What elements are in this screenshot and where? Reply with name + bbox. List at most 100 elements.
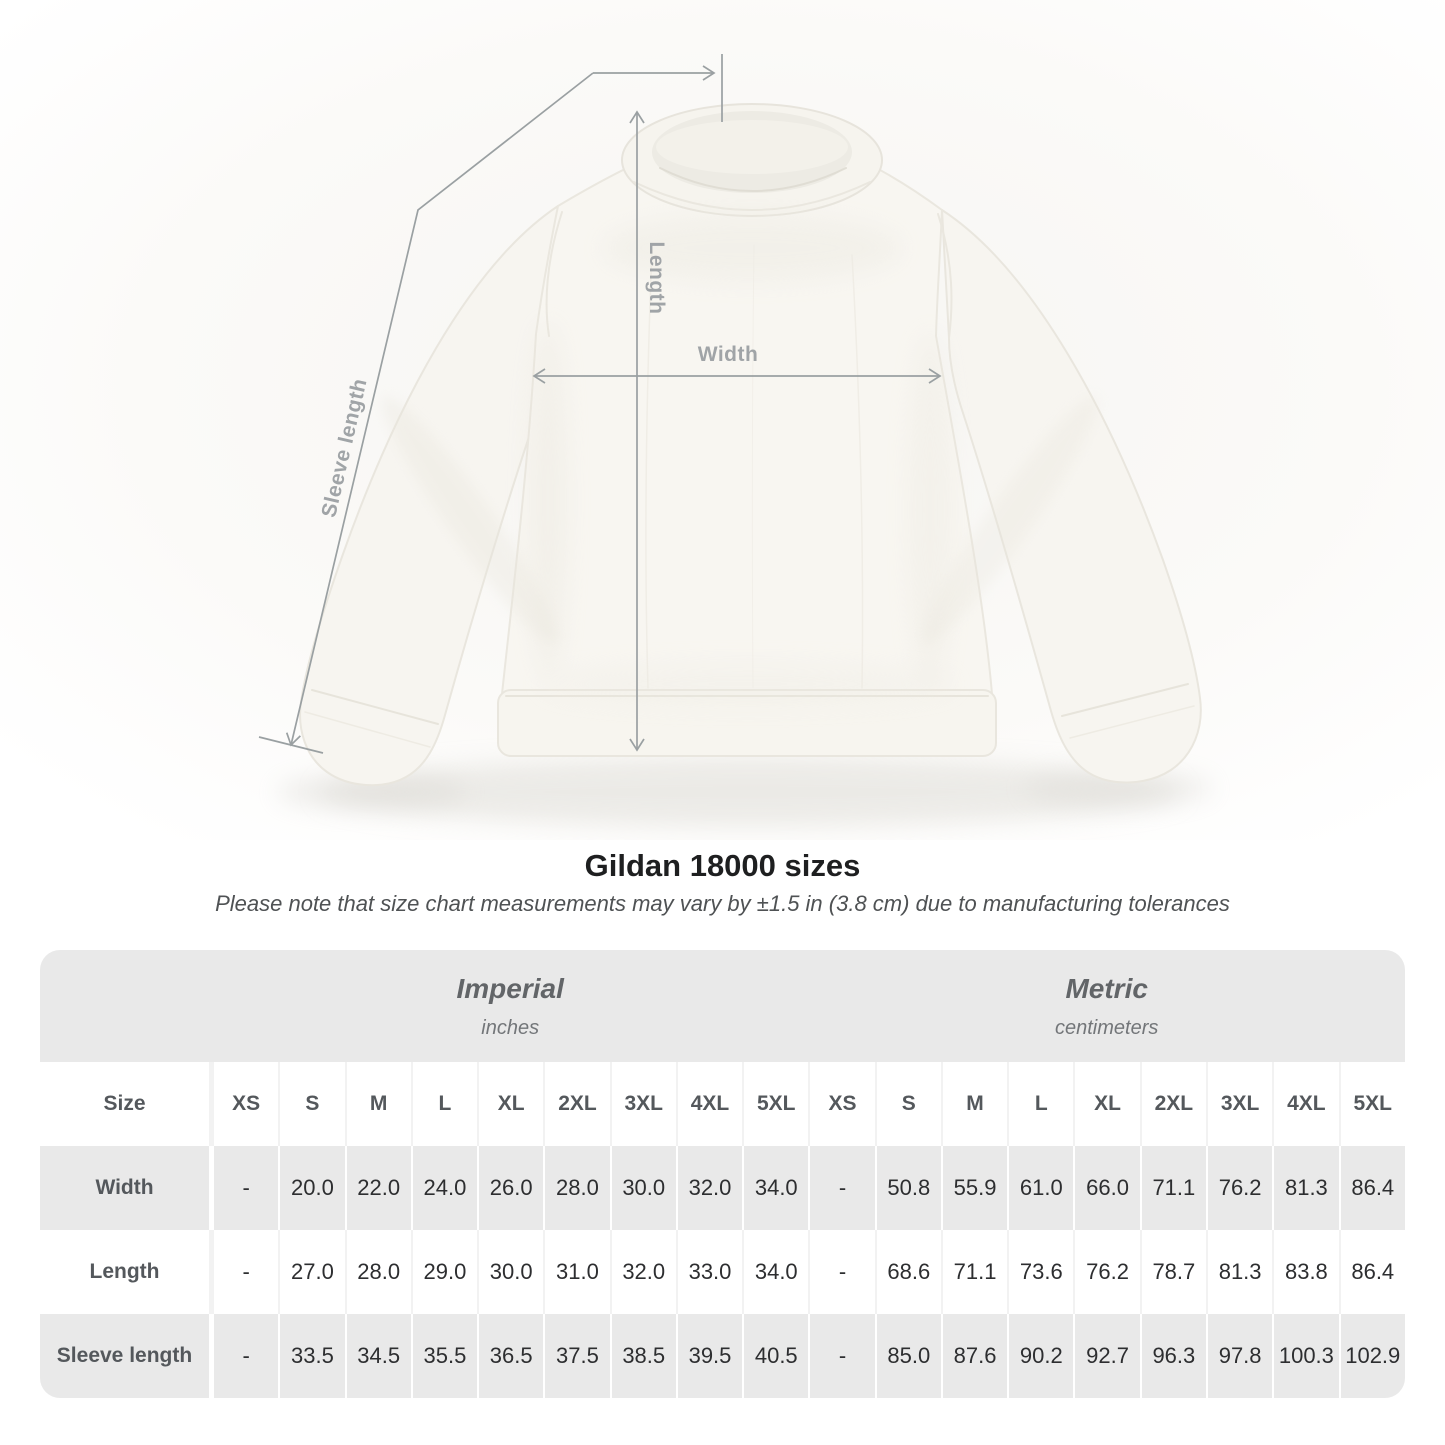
size-column-header: Size bbox=[40, 1062, 212, 1146]
size-header-cell: 3XL bbox=[1205, 1062, 1273, 1146]
size-value-cell: 26.0 bbox=[477, 1146, 544, 1230]
size-value-cell: 20.0 bbox=[278, 1146, 345, 1230]
size-value-cell: 92.7 bbox=[1073, 1314, 1140, 1398]
corner-cell bbox=[40, 950, 212, 1062]
table-row-length: Length - 27.0 28.0 29.0 30.0 31.0 32.0 3… bbox=[40, 1230, 1405, 1314]
metric-unit: centimeters bbox=[1055, 1016, 1159, 1039]
size-value-cell: - bbox=[212, 1230, 279, 1314]
size-value-cell: 97.8 bbox=[1205, 1314, 1273, 1398]
unit-group-row: Imperial inches Metric centimeters bbox=[40, 950, 1405, 1062]
sweatshirt-illustration bbox=[0, 0, 1445, 840]
size-table: Imperial inches Metric centimeters Size … bbox=[40, 950, 1405, 1398]
product-photo: Length Width Sleeve length bbox=[0, 0, 1445, 840]
size-value-cell: 73.6 bbox=[1007, 1230, 1074, 1314]
measurement-lines bbox=[258, 54, 942, 754]
size-value-cell: 33.5 bbox=[278, 1314, 345, 1398]
size-value-cell: 61.0 bbox=[1007, 1146, 1074, 1230]
sleeve-measure-line bbox=[285, 72, 594, 747]
size-header-cell: XL bbox=[1073, 1062, 1140, 1146]
table-row-sleeve-length: Sleeve length - 33.5 34.5 35.5 36.5 37.5… bbox=[40, 1314, 1405, 1398]
sleeve-measure-tick bbox=[258, 736, 324, 754]
size-value-cell: 76.2 bbox=[1205, 1146, 1273, 1230]
size-header-cell: M bbox=[940, 1062, 1008, 1146]
size-value-cell: 27.0 bbox=[278, 1230, 345, 1314]
width-measurement-label: Width bbox=[697, 343, 759, 366]
sweatshirt-garment bbox=[277, 103, 1213, 826]
size-value-cell: 66.0 bbox=[1073, 1146, 1140, 1230]
size-value-cell: 28.0 bbox=[543, 1146, 610, 1230]
size-value-cell: 85.0 bbox=[874, 1314, 941, 1398]
imperial-title: Imperial bbox=[456, 972, 564, 1004]
size-header-cell: 4XL bbox=[675, 1062, 743, 1146]
size-value-cell: 71.1 bbox=[940, 1230, 1008, 1314]
size-chart-title: Gildan 18000 sizes bbox=[584, 848, 861, 883]
size-value-cell: 32.0 bbox=[675, 1146, 743, 1230]
size-header-cell: M bbox=[344, 1062, 411, 1146]
size-header-cell: 5XL bbox=[1338, 1062, 1405, 1146]
size-header-cell: L bbox=[410, 1062, 478, 1146]
size-value-cell: 102.9 bbox=[1338, 1314, 1405, 1398]
size-value-cell: 32.0 bbox=[609, 1230, 676, 1314]
size-value-cell: 87.6 bbox=[940, 1314, 1008, 1398]
size-value-cell: 28.0 bbox=[344, 1230, 411, 1314]
size-value-cell: 34.0 bbox=[742, 1230, 809, 1314]
length-measurement-label: Length bbox=[645, 241, 668, 315]
size-value-cell: 96.3 bbox=[1139, 1314, 1206, 1398]
size-value-cell: 86.4 bbox=[1338, 1230, 1405, 1314]
size-value-cell: 100.3 bbox=[1272, 1314, 1339, 1398]
size-value-cell: 31.0 bbox=[543, 1230, 610, 1314]
imperial-unit: inches bbox=[481, 1016, 540, 1039]
size-value-cell: 78.7 bbox=[1139, 1230, 1206, 1314]
size-header-cell: XS bbox=[212, 1062, 279, 1146]
size-value-cell: - bbox=[212, 1314, 279, 1398]
metric-title: Metric bbox=[1065, 972, 1148, 1004]
size-value-cell: - bbox=[808, 1146, 875, 1230]
size-header-cell: XS bbox=[808, 1062, 875, 1146]
size-value-cell: 39.5 bbox=[675, 1314, 743, 1398]
size-value-cell: 86.4 bbox=[1338, 1146, 1405, 1230]
size-value-cell: 81.3 bbox=[1205, 1230, 1273, 1314]
size-value-cell: 37.5 bbox=[543, 1314, 610, 1398]
size-value-cell: 34.0 bbox=[742, 1146, 809, 1230]
size-value-cell: 83.8 bbox=[1272, 1230, 1339, 1314]
size-header-cell: 3XL bbox=[609, 1062, 676, 1146]
size-value-cell: 36.5 bbox=[477, 1314, 544, 1398]
size-header-cell: XL bbox=[477, 1062, 544, 1146]
size-value-cell: 71.1 bbox=[1139, 1146, 1206, 1230]
size-header-cell: 4XL bbox=[1272, 1062, 1339, 1146]
size-value-cell: 55.9 bbox=[940, 1146, 1008, 1230]
size-header-cell: L bbox=[1007, 1062, 1074, 1146]
size-table-grid: Imperial inches Metric centimeters Size … bbox=[40, 950, 1405, 1398]
row-label: Width bbox=[40, 1146, 212, 1230]
size-value-cell: 30.0 bbox=[609, 1146, 676, 1230]
size-value-cell: 22.0 bbox=[344, 1146, 411, 1230]
size-header-cell: S bbox=[278, 1062, 345, 1146]
size-value-cell: 68.6 bbox=[874, 1230, 941, 1314]
size-header-cell: 5XL bbox=[742, 1062, 809, 1146]
group-header-imperial: Imperial inches bbox=[212, 950, 809, 1062]
size-value-cell: 35.5 bbox=[410, 1314, 478, 1398]
size-value-cell: 29.0 bbox=[410, 1230, 478, 1314]
size-value-cell: 90.2 bbox=[1007, 1314, 1074, 1398]
size-header-cell: 2XL bbox=[1139, 1062, 1206, 1146]
size-value-cell: 24.0 bbox=[410, 1146, 478, 1230]
size-value-cell: 30.0 bbox=[477, 1230, 544, 1314]
size-value-cell: 34.5 bbox=[344, 1314, 411, 1398]
size-value-cell: - bbox=[808, 1314, 875, 1398]
table-row-width: Width - 20.0 22.0 24.0 26.0 28.0 30.0 32… bbox=[40, 1146, 1405, 1230]
size-value-cell: - bbox=[212, 1146, 279, 1230]
size-value-cell: 33.0 bbox=[675, 1230, 743, 1314]
size-value-cell: 50.8 bbox=[874, 1146, 941, 1230]
row-label: Sleeve length bbox=[40, 1314, 212, 1398]
size-header-cell: 2XL bbox=[543, 1062, 610, 1146]
size-header-cell: S bbox=[874, 1062, 941, 1146]
tolerance-note: Please note that size chart measurements… bbox=[215, 891, 1230, 916]
group-header-metric: Metric centimeters bbox=[808, 950, 1405, 1062]
size-value-cell: - bbox=[808, 1230, 875, 1314]
size-value-cell: 76.2 bbox=[1073, 1230, 1140, 1314]
row-label: Length bbox=[40, 1230, 212, 1314]
size-value-cell: 40.5 bbox=[742, 1314, 809, 1398]
size-value-cell: 81.3 bbox=[1272, 1146, 1339, 1230]
size-value-cell: 38.5 bbox=[609, 1314, 676, 1398]
